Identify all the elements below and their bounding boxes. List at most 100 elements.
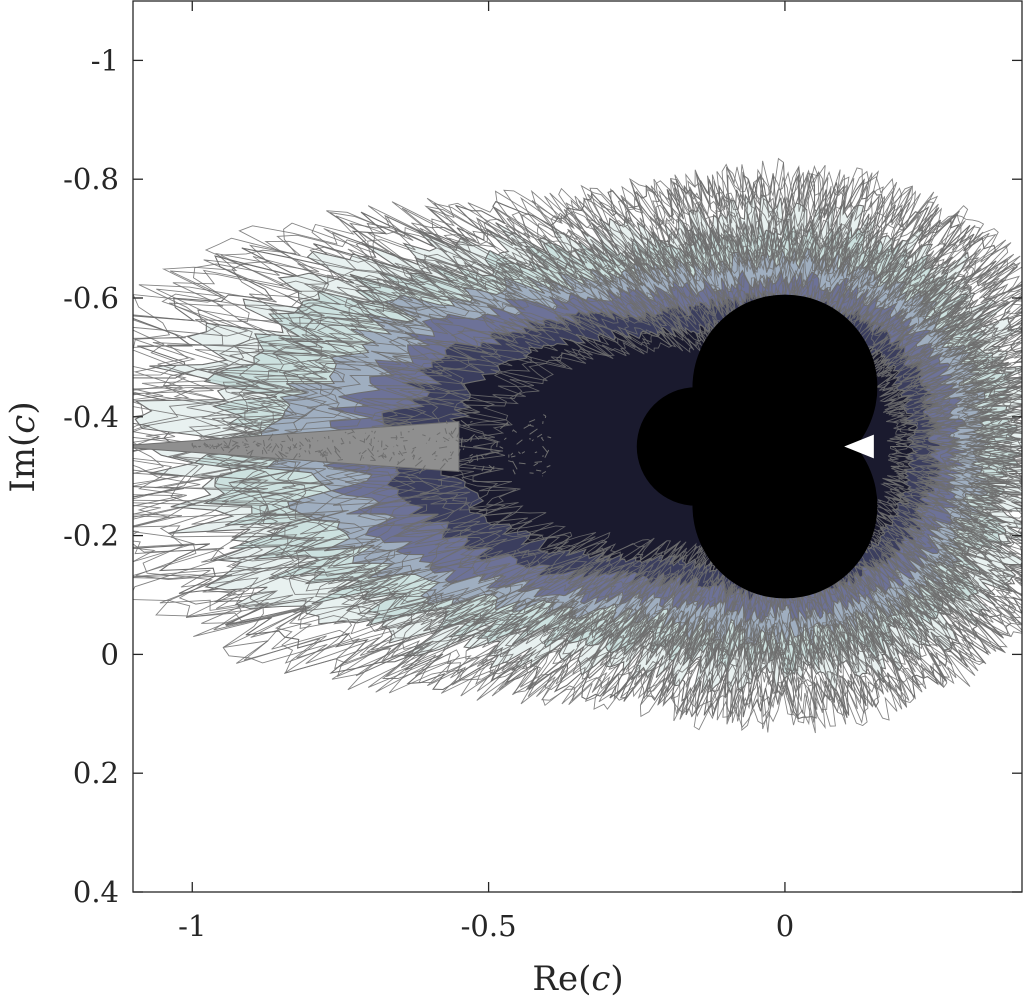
spike-filament xyxy=(195,446,197,448)
spike-filament xyxy=(384,454,387,458)
spike-filament xyxy=(468,459,474,464)
spike-filament xyxy=(469,420,473,423)
spike-filament xyxy=(322,452,326,456)
fractal-region xyxy=(133,157,1022,734)
contour-line xyxy=(133,163,1022,733)
contour-line xyxy=(133,170,1022,730)
spike-filament xyxy=(262,447,268,455)
spike-filament xyxy=(319,451,324,456)
spike-filament xyxy=(529,428,538,435)
x-tick-marks xyxy=(191,1,786,892)
spike-filament xyxy=(363,438,366,444)
spike-filament xyxy=(220,446,225,452)
spike-filament xyxy=(402,440,408,442)
spike-filament xyxy=(476,454,479,461)
spike-filament xyxy=(280,445,284,450)
spike-filament xyxy=(373,430,376,434)
spike-filament xyxy=(521,451,526,454)
spike-filament xyxy=(480,454,485,460)
spike-filament xyxy=(435,440,438,443)
spike-filament xyxy=(456,432,460,438)
spike-filament xyxy=(314,450,321,453)
spike-filament xyxy=(512,469,516,475)
spike-filament xyxy=(308,450,311,455)
spike-filament xyxy=(352,435,357,439)
spike-filament xyxy=(308,438,311,443)
spike-filament xyxy=(378,454,383,458)
spike-filament xyxy=(398,450,404,457)
spike-filament xyxy=(414,459,423,467)
spike-filament xyxy=(334,446,341,453)
spike-filament xyxy=(397,453,401,455)
spike-filament xyxy=(317,440,319,442)
y-tick-label: -0.2 xyxy=(63,519,119,553)
spike-filament xyxy=(274,453,281,459)
spike-filament xyxy=(309,444,312,449)
spike-filament xyxy=(269,446,273,449)
spike-filament xyxy=(256,442,262,445)
spike-filament xyxy=(385,444,389,448)
spike-filament xyxy=(318,449,324,453)
spike-filament xyxy=(298,453,301,455)
spike-filament xyxy=(395,444,399,447)
spike-filament xyxy=(325,456,328,462)
y-axis-label: Im(c) xyxy=(3,401,43,492)
spike-filament xyxy=(466,434,475,442)
spike-filament xyxy=(450,451,454,457)
y-tick-label: -1 xyxy=(91,43,119,77)
spike-filament xyxy=(439,463,446,470)
spike-filament xyxy=(496,441,498,448)
spike-filament xyxy=(536,433,543,438)
spike-filament xyxy=(293,443,298,448)
spike-filament xyxy=(286,434,292,441)
spike-filament xyxy=(340,442,345,445)
spike-filament xyxy=(323,436,326,439)
spike-filament xyxy=(489,465,495,473)
spike-filament xyxy=(311,437,314,439)
spike-filament xyxy=(368,442,373,447)
spike-filament xyxy=(236,445,240,448)
spike-filament xyxy=(205,445,209,448)
spike-filament xyxy=(411,449,415,454)
spike-filament xyxy=(337,458,344,461)
spike-filament xyxy=(299,447,302,451)
spike-filament xyxy=(422,434,426,437)
left-bulb xyxy=(636,387,756,506)
spike-filament xyxy=(223,446,230,449)
spike-filament xyxy=(340,437,344,443)
main-body xyxy=(636,294,878,599)
contour-line xyxy=(133,170,1022,724)
spike-filament xyxy=(244,443,249,445)
spike-filament xyxy=(298,455,301,458)
spike-filament xyxy=(279,443,283,447)
spike-filament xyxy=(543,414,547,417)
spike-filament xyxy=(223,444,230,449)
spike-filament xyxy=(231,442,238,447)
spike-filament xyxy=(246,449,254,455)
spike-filament xyxy=(436,432,441,436)
spike-filament xyxy=(228,448,233,454)
y-tick-marks xyxy=(133,59,1022,893)
spike-filament xyxy=(534,461,543,463)
spike-filament xyxy=(304,437,309,442)
spike-filament xyxy=(402,451,407,454)
spike-filament xyxy=(547,436,552,439)
spike-filament xyxy=(528,419,536,423)
y-tick-label: -0.8 xyxy=(63,162,119,196)
spike-filament xyxy=(455,439,459,442)
spike-filament xyxy=(516,439,523,445)
spike-filament xyxy=(442,436,450,442)
spike-filament xyxy=(444,458,449,463)
spike-filament xyxy=(381,455,385,459)
spike-filament xyxy=(488,464,495,470)
spike-filament xyxy=(542,445,549,454)
spike-filament xyxy=(481,465,485,472)
axes-box xyxy=(132,0,1023,893)
spike-filament xyxy=(533,462,539,467)
spike-filament xyxy=(275,443,280,449)
x-tick-label: -0.5 xyxy=(461,909,517,943)
spike-filament xyxy=(326,447,332,455)
spike-filament xyxy=(403,445,406,451)
left-spike xyxy=(133,420,460,473)
spike-filament xyxy=(244,438,248,443)
